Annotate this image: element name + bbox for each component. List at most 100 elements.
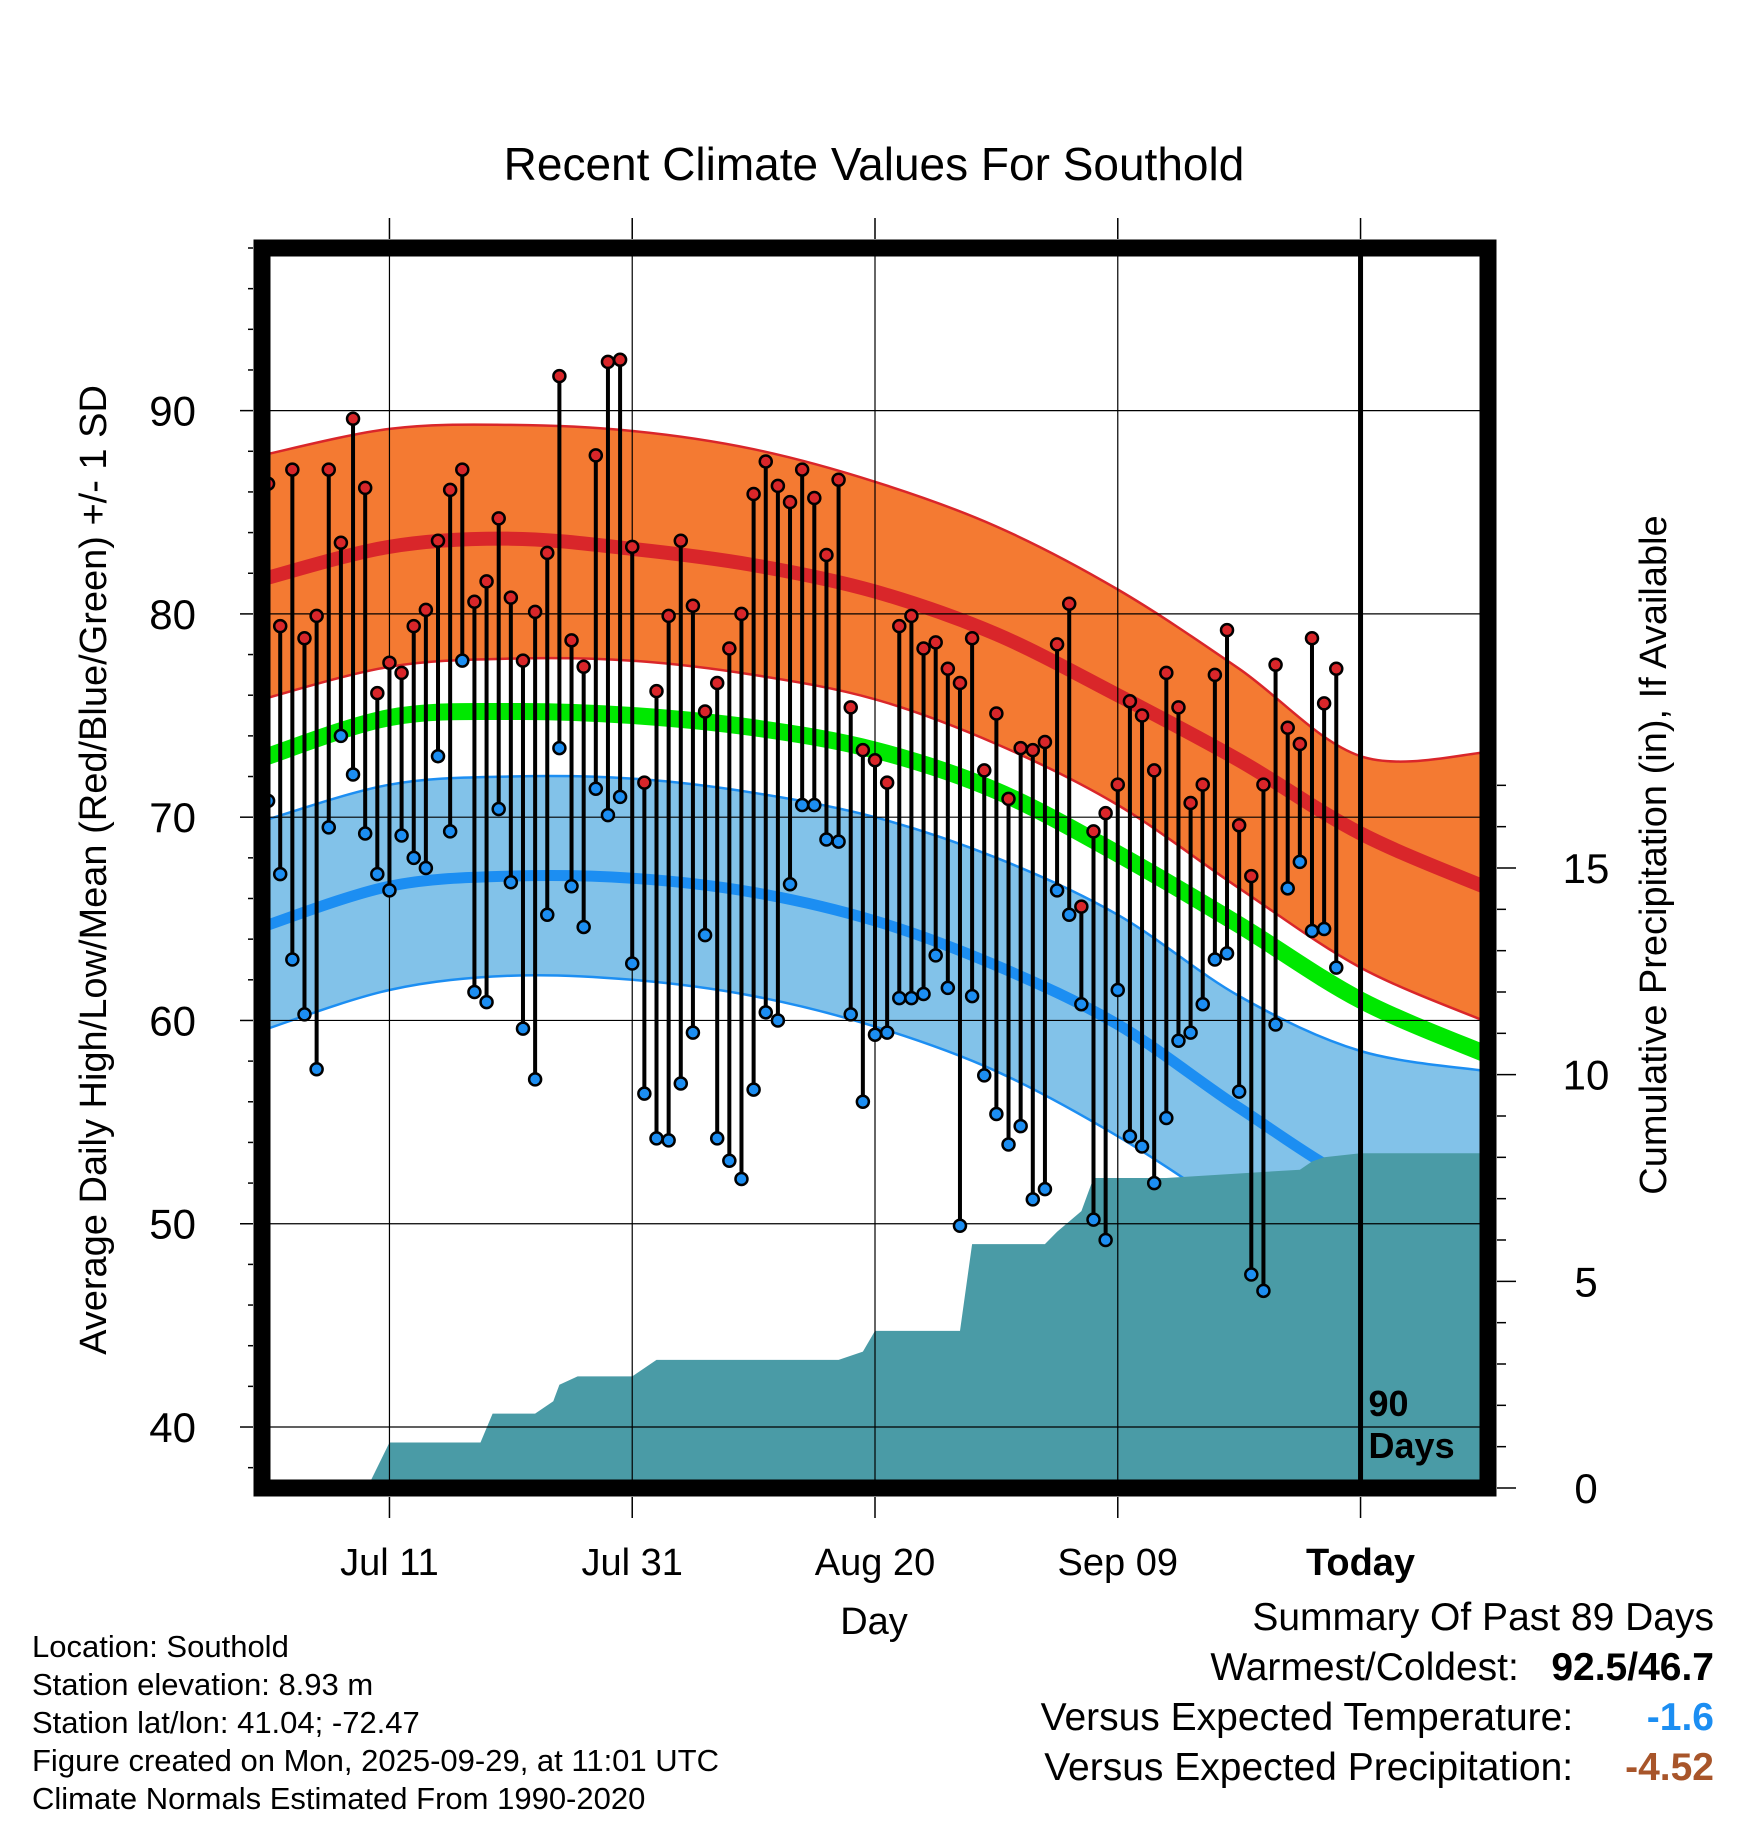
daily-low-point <box>1316 921 1332 937</box>
y-tick-label: 60 <box>149 997 196 1044</box>
daily-low-point <box>928 948 943 963</box>
daily-low-point <box>976 1068 992 1083</box>
daily-low-point <box>782 877 798 892</box>
daily-high-point <box>685 598 701 614</box>
x-tick-label: Jul 31 <box>582 1542 683 1584</box>
daily-high-point <box>442 482 458 498</box>
daily-high-point <box>527 604 543 620</box>
daily-low-point <box>430 748 446 764</box>
daily-high-point <box>1280 720 1295 735</box>
y-tick-label: 40 <box>149 1404 196 1451</box>
daily-low-point <box>600 807 616 823</box>
daily-low-point <box>1292 854 1308 870</box>
y2-tick-label: 5 <box>1574 1258 1597 1305</box>
daily-high-point <box>1146 763 1162 778</box>
warmest-coldest-row: Warmest/Coldest: 92.5/46.7 <box>1041 1643 1714 1693</box>
daily-low-point <box>394 828 409 843</box>
precipitation-label: Versus Expected Precipitation: <box>1044 1746 1574 1789</box>
daily-high-point <box>1122 694 1138 709</box>
daily-high-point <box>345 411 361 427</box>
daily-high-point <box>333 535 349 551</box>
daily-high-point <box>1244 868 1259 884</box>
elevation-text: Station elevation: 8.93 m <box>32 1667 374 1702</box>
daily-high-point <box>1268 657 1283 672</box>
daily-high-point <box>624 539 640 555</box>
daily-high-point <box>649 683 664 699</box>
normal-low-band <box>262 775 1488 1328</box>
daily-high-point <box>540 545 555 561</box>
daily-high-point <box>1025 742 1041 758</box>
daily-high-point <box>1183 795 1198 811</box>
daily-high-point <box>904 608 919 624</box>
daily-low-point <box>1098 1232 1113 1248</box>
daily-high-point <box>976 763 992 778</box>
daily-low-point <box>333 728 349 744</box>
daily-low-point <box>892 990 907 1006</box>
daily-low-point <box>904 990 919 1006</box>
daily-high-point <box>867 753 883 768</box>
daily-high-point <box>491 511 506 526</box>
daily-low-point <box>673 1076 689 1091</box>
daily-high-point <box>843 700 858 715</box>
daily-low-point <box>479 994 494 1010</box>
daily-low-point <box>406 850 421 866</box>
y-tick-label: 80 <box>149 591 196 638</box>
temperature-value: -1.6 <box>1646 1696 1714 1739</box>
daily-low-point <box>297 1007 312 1022</box>
daily-high-point <box>794 462 810 477</box>
daily-low-point <box>1219 946 1235 961</box>
daily-high-point <box>855 742 871 758</box>
daily-low-point <box>357 826 373 841</box>
daily-high-point <box>430 533 446 548</box>
daily-high-point <box>734 606 749 622</box>
daily-high-point <box>770 478 786 494</box>
daily-high-point <box>1171 700 1186 715</box>
daily-high-point <box>1013 740 1028 756</box>
daily-high-point <box>503 590 519 605</box>
daily-low-point <box>758 1005 774 1020</box>
daily-high-point <box>879 775 895 790</box>
y2-axis: 0 5 10 15 <box>1497 784 1610 1512</box>
daily-low-point <box>989 1106 1004 1122</box>
daily-low-point <box>1171 1033 1186 1049</box>
daily-low-point <box>612 789 628 805</box>
daily-high-point <box>1304 631 1320 646</box>
y-tick-label: 70 <box>149 794 196 841</box>
daily-low-point <box>952 1218 968 1234</box>
x-axis: Jul 11 Jul 31 Aug 20 Sep 09 Today <box>340 218 1415 1584</box>
daily-low-point <box>722 1153 737 1168</box>
daily-high-point <box>1329 661 1344 677</box>
daily-low-point <box>649 1131 664 1146</box>
daily-high-point <box>1195 777 1210 792</box>
daily-high-point <box>831 472 846 487</box>
daily-low-point <box>1122 1129 1138 1144</box>
daily-low-point <box>637 1086 652 1101</box>
daily-low-point <box>1304 923 1320 939</box>
daily-high-point <box>309 608 324 624</box>
summary-title: Summary Of Past 89 Days <box>1252 1596 1714 1639</box>
y2-tick-label: 0 <box>1574 1465 1597 1512</box>
daily-low-point <box>734 1171 749 1187</box>
daily-high-point <box>1086 824 1101 839</box>
daily-high-point <box>661 608 676 624</box>
temperature-label: Versus Expected Temperature: <box>1040 1696 1574 1739</box>
daily-low-point <box>1280 881 1295 896</box>
y2-tick-label: 10 <box>1563 1052 1610 1099</box>
y-tick-label: 50 <box>149 1201 196 1248</box>
daily-low-point <box>272 866 288 882</box>
daily-low-point <box>685 1025 701 1040</box>
daily-high-point <box>1207 667 1223 683</box>
daily-high-point <box>1001 791 1016 807</box>
daily-high-point <box>418 602 434 618</box>
daily-high-point <box>1256 777 1271 792</box>
coldest-value: 46.7 <box>1638 1646 1714 1689</box>
x-axis-label: Day <box>840 1601 908 1643</box>
x-tick-label: Jul 11 <box>340 1542 439 1584</box>
daily-low-point <box>1207 952 1223 967</box>
daily-low-point <box>807 797 822 813</box>
daily-high-point <box>1292 736 1308 752</box>
daily-low-point <box>345 767 361 782</box>
daily-high-point <box>1219 622 1235 638</box>
daily-low-point <box>770 1013 786 1028</box>
